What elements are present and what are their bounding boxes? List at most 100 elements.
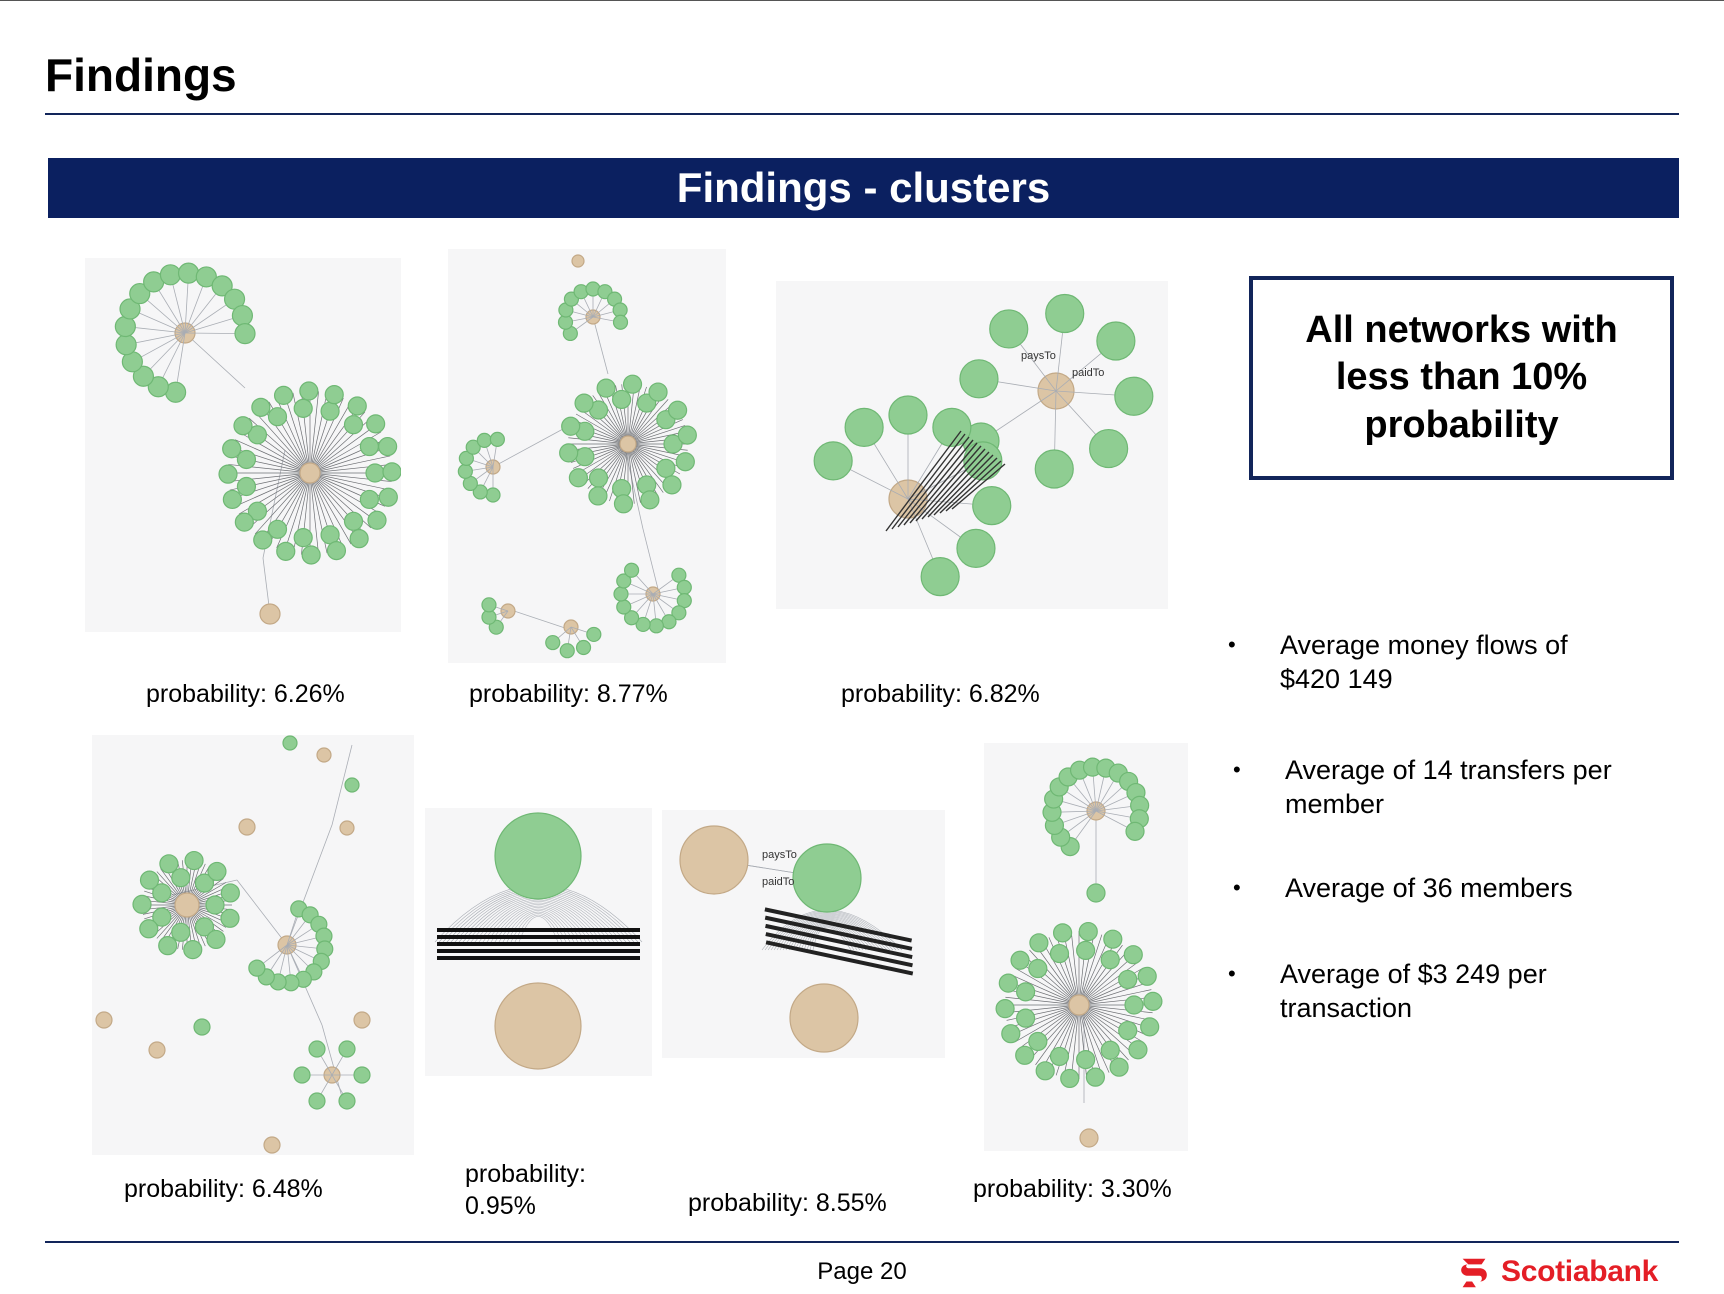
member-node <box>1086 883 1106 903</box>
member-node <box>248 959 266 977</box>
member-node <box>343 511 364 531</box>
page-title: Findings <box>45 49 237 101</box>
member-node <box>663 434 683 454</box>
member-node <box>813 441 853 481</box>
edge <box>1035 944 1080 1006</box>
member-node <box>114 315 136 338</box>
member-node <box>1109 1057 1129 1077</box>
member-node <box>177 262 200 284</box>
member-node <box>251 397 271 417</box>
edge <box>627 425 686 445</box>
member-node <box>1052 923 1073 943</box>
member-node <box>233 416 253 436</box>
member-node <box>308 1092 326 1110</box>
edge <box>1070 1004 1080 1079</box>
member-node <box>359 489 379 510</box>
edge <box>286 824 333 946</box>
hub-node <box>1068 994 1090 1016</box>
member-node <box>220 883 240 903</box>
member-node <box>458 450 474 466</box>
edge <box>627 395 664 445</box>
hub-node <box>571 254 585 268</box>
member-node <box>253 530 273 550</box>
hub-node <box>263 1136 281 1154</box>
edge <box>1005 996 1080 1006</box>
member-node <box>1143 991 1163 1011</box>
edge <box>927 451 990 518</box>
network-graph <box>995 757 1163 1148</box>
edge <box>1063 932 1080 1006</box>
edge <box>1005 1004 1080 1014</box>
edge <box>806 924 858 951</box>
member-node <box>661 614 677 630</box>
member-node <box>353 1066 371 1084</box>
member-node <box>299 381 319 401</box>
member-node <box>575 447 595 467</box>
member-node <box>1140 1017 1160 1037</box>
member-node <box>115 334 137 356</box>
member-node <box>222 489 242 510</box>
member-node <box>183 940 203 960</box>
member-node <box>559 643 575 659</box>
member-node <box>207 861 227 882</box>
member-node <box>616 573 632 589</box>
member-node <box>194 917 215 937</box>
member-node <box>596 378 616 398</box>
member-node <box>1089 428 1129 469</box>
member-node <box>267 519 288 539</box>
member-node <box>635 616 651 633</box>
edge <box>603 443 629 499</box>
edge <box>568 443 629 451</box>
member-node <box>231 304 254 327</box>
member-node <box>1124 995 1144 1015</box>
member-node <box>888 395 928 435</box>
edge <box>642 528 659 590</box>
edge <box>1014 1004 1080 1043</box>
cluster-probability-4: probability: 6.48% <box>124 1175 323 1203</box>
edge-label-stack <box>437 949 640 953</box>
edge <box>1078 1004 1135 1055</box>
member-node <box>489 431 505 447</box>
edge <box>776 914 888 951</box>
member-node <box>1034 449 1074 489</box>
cluster-graph-2 <box>448 249 726 663</box>
member-node <box>1049 1046 1070 1067</box>
scotiabank-icon <box>1461 1258 1487 1288</box>
edge-label-stack <box>437 928 640 932</box>
edge <box>592 316 609 375</box>
hub-node <box>339 820 355 836</box>
member-node <box>236 476 257 497</box>
member-node <box>1015 1008 1036 1028</box>
edge <box>627 443 669 489</box>
edge <box>1078 961 1140 1006</box>
member-node <box>273 385 294 405</box>
member-node <box>457 463 473 479</box>
edge <box>284 472 311 552</box>
member-node <box>378 487 398 507</box>
edge <box>1078 981 1150 1006</box>
edge <box>903 439 974 526</box>
member-node <box>1123 945 1143 965</box>
member-node <box>1096 321 1136 361</box>
member-node <box>247 501 268 521</box>
edge <box>321 1024 343 1098</box>
member-node <box>218 464 238 484</box>
member-node <box>195 266 217 288</box>
cluster-graph-4 <box>92 735 414 1155</box>
member-node <box>792 843 862 913</box>
member-node <box>193 1018 211 1036</box>
member-node <box>963 441 1003 481</box>
member-node <box>171 868 191 888</box>
edge-label-stack <box>765 923 913 960</box>
edge <box>482 902 595 943</box>
member-node <box>956 528 996 568</box>
edge <box>597 391 629 445</box>
edge-label-stack <box>437 935 640 939</box>
edge <box>1035 1004 1080 1066</box>
member-node <box>1049 943 1070 964</box>
member-node <box>1035 1061 1055 1081</box>
member-node <box>293 398 313 418</box>
member-node <box>293 1066 311 1084</box>
hub-node <box>1079 1128 1099 1148</box>
edge <box>1078 934 1103 1006</box>
